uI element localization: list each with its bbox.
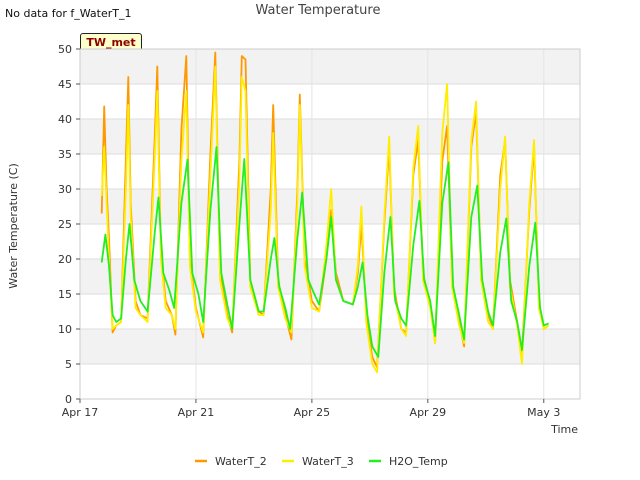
x-tick-label: Apr 17 (62, 406, 99, 419)
x-axis-label: Time (550, 423, 578, 436)
grid-band (80, 49, 580, 84)
no-data-note: No data for f_WaterT_1 (5, 7, 132, 20)
x-tick-label: Apr 25 (294, 406, 331, 419)
y-tick-label: 30 (58, 183, 72, 196)
grid-band (80, 119, 580, 154)
x-tick-label: May 3 (527, 406, 560, 419)
grid-band (80, 329, 580, 364)
legend-label: WaterT_3 (302, 455, 354, 468)
y-tick-label: 45 (58, 78, 72, 91)
axes: 0 5 10 15 20 25 30 35 40 45 50 Apr 17 Apr 21 Apr 25 Ap… (58, 43, 581, 419)
y-tick-label: 5 (65, 358, 72, 371)
y-tick-label: 50 (58, 43, 72, 56)
y-tick-label: 15 (58, 288, 72, 301)
x-tick-label: Apr 21 (178, 406, 215, 419)
series-line-watert-3 (100, 65, 550, 374)
y-tick-label: 25 (58, 218, 72, 231)
y-tick-label: 0 (65, 393, 72, 406)
legend: WaterT_2 WaterT_3 H2O_Temp (195, 455, 448, 468)
y-tick-label: 10 (58, 323, 72, 336)
series-layer (100, 51, 550, 374)
legend-label: H2O_Temp (389, 455, 448, 468)
x-tick-label: Apr 29 (410, 406, 447, 419)
y-tick-label: 20 (58, 253, 72, 266)
series-line-h2o-temp (100, 146, 549, 358)
legend-label: WaterT_2 (215, 455, 267, 468)
y-tick-label: 40 (58, 113, 72, 126)
y-tick-label: 35 (58, 148, 72, 161)
chart-title: Water Temperature (256, 3, 381, 18)
y-axis-label: Water Temperature (C) (7, 163, 20, 288)
grid-band (80, 259, 580, 294)
